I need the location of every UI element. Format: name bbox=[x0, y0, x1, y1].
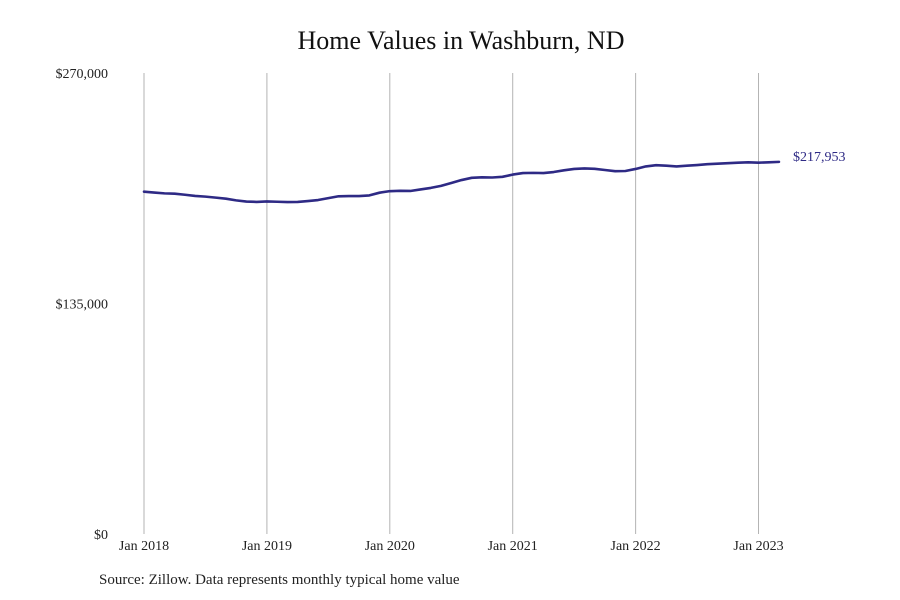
x-tick-label: Jan 2022 bbox=[611, 539, 661, 554]
series-layer: $217,953 bbox=[142, 150, 846, 204]
y-tick-label: $270,000 bbox=[56, 67, 109, 82]
grid-lines bbox=[143, 73, 760, 534]
y-axis: $0 $135,000 $270,000 bbox=[56, 67, 109, 543]
x-tick-label: Jan 2023 bbox=[733, 539, 783, 554]
y-tick-label: $0 bbox=[94, 528, 108, 543]
chart-title: Home Values in Washburn, ND bbox=[297, 26, 625, 55]
x-tick-label: Jan 2019 bbox=[242, 539, 292, 554]
end-value-label: $217,953 bbox=[793, 150, 846, 165]
x-axis: Jan 2018 Jan 2019 Jan 2020 Jan 2021 Jan 2022… bbox=[119, 539, 784, 554]
series-line bbox=[142, 160, 781, 204]
x-tick-label: Jan 2018 bbox=[119, 539, 169, 554]
x-tick-label: Jan 2021 bbox=[488, 539, 538, 554]
source-note: Source: Zillow. Data represents monthly … bbox=[99, 572, 460, 588]
y-tick-label: $135,000 bbox=[56, 298, 109, 313]
x-tick-label: Jan 2020 bbox=[365, 539, 415, 554]
